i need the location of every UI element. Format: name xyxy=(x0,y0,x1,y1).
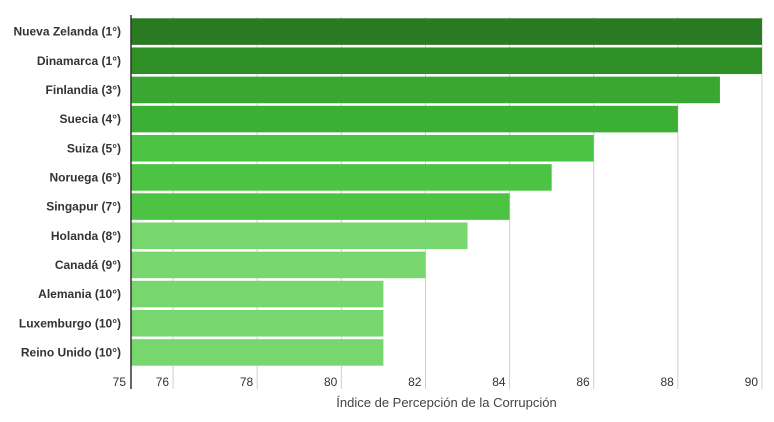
category-label: Suiza (5°) xyxy=(67,141,121,155)
bar xyxy=(131,76,720,104)
x-tick-label: 84 xyxy=(492,375,506,389)
category-label: Alemania (10°) xyxy=(38,287,121,301)
x-tick-label: 80 xyxy=(324,375,338,389)
bar xyxy=(131,164,552,191)
x-tick-label: 75 xyxy=(113,375,127,389)
bar xyxy=(131,193,510,220)
category-label: Suecia (4°) xyxy=(60,112,122,126)
x-tick-label: 78 xyxy=(240,375,254,389)
bars xyxy=(131,18,762,366)
category-label: Finlandia (3°) xyxy=(46,83,121,97)
category-label: Luxemburgo (10°) xyxy=(19,316,121,330)
bar xyxy=(131,134,594,162)
category-label: Nueva Zelanda (1°) xyxy=(14,25,122,39)
bar xyxy=(131,309,384,337)
bar xyxy=(131,18,762,45)
category-label: Holanda (8°) xyxy=(51,229,121,243)
category-label: Reino Unido (10°) xyxy=(21,345,121,359)
x-tick-label: 86 xyxy=(576,375,590,389)
bar xyxy=(131,105,678,133)
bar xyxy=(131,251,426,279)
category-labels: Nueva Zelanda (1°) Dinamarca (1°) Finlandi… xyxy=(14,25,122,360)
x-tick-label: 76 xyxy=(156,375,170,389)
category-label: Canadá (9°) xyxy=(55,258,121,272)
x-tick-label: 88 xyxy=(661,375,675,389)
bar xyxy=(131,47,762,75)
x-tick-labels: 75 76 78 80 82 84 86 88 90 xyxy=(113,375,759,389)
category-label: Singapur (7°) xyxy=(46,200,121,214)
category-label: Dinamarca (1°) xyxy=(37,54,121,68)
x-tick-label: 90 xyxy=(745,375,759,389)
bar xyxy=(131,222,468,250)
x-axis-title: Índice de Percepción de la Corrupción xyxy=(336,395,556,410)
bar xyxy=(131,280,384,308)
category-label: Noruega (6°) xyxy=(50,170,121,184)
x-tick-label: 82 xyxy=(408,375,422,389)
bar xyxy=(131,339,384,366)
